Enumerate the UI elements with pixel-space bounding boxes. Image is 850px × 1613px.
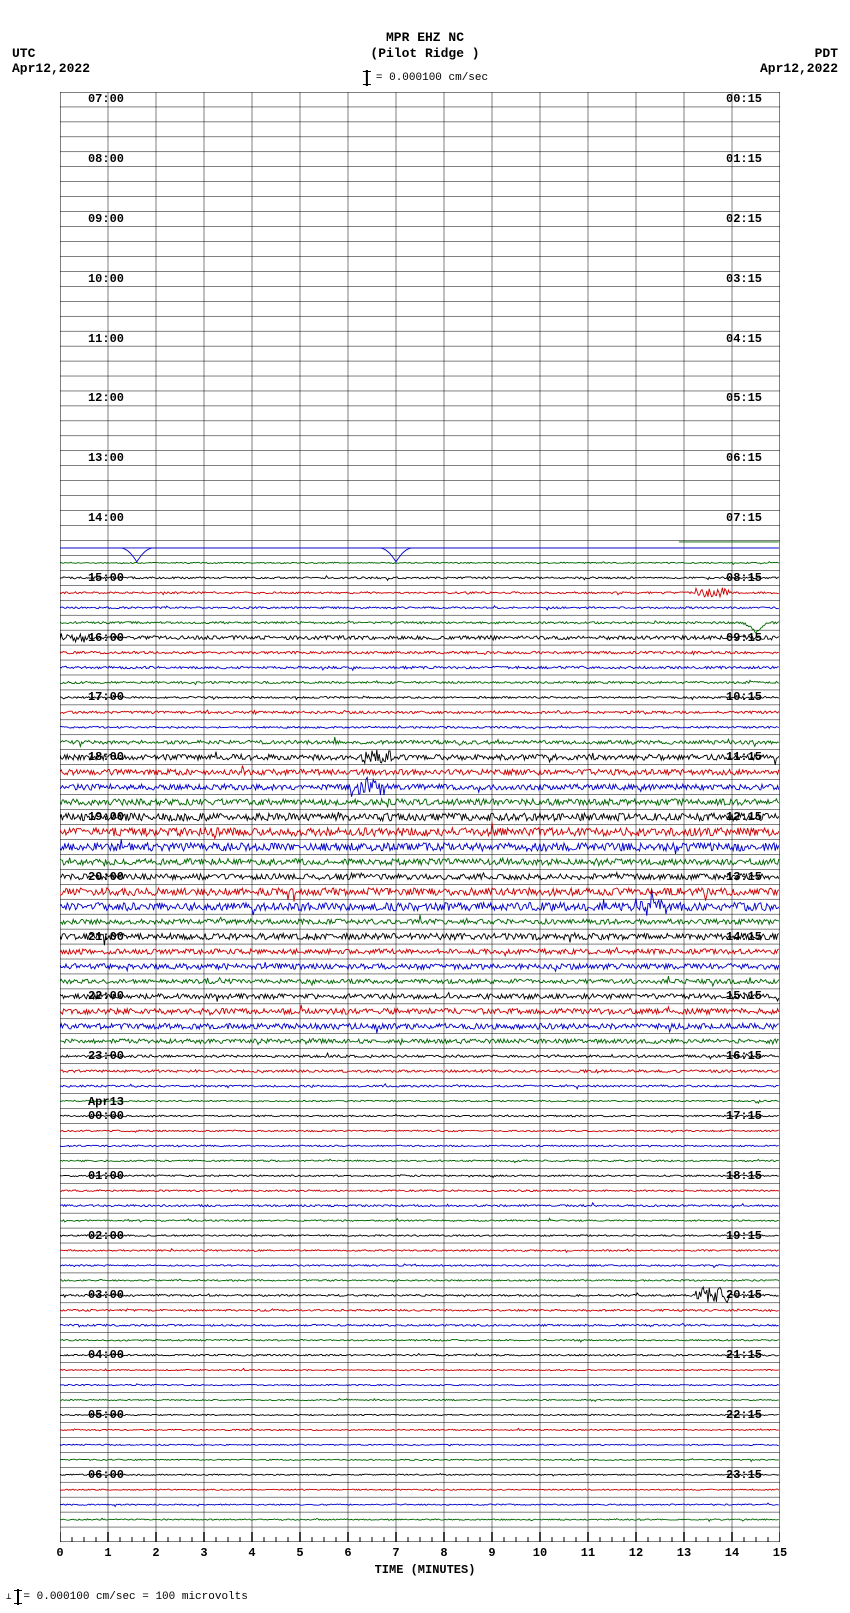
x-tick-label: 13 [677,1546,691,1560]
utc-hour-label: 00:00 [88,1109,124,1123]
pdt-hour-label: 15:15 [726,989,762,1003]
x-tick-label: 12 [629,1546,643,1560]
seismogram-chart: MPR EHZ NC (Pilot Ridge ) = 0.000100 cm/… [0,0,850,1613]
x-tick-label: 7 [392,1546,399,1560]
x-tick-label: 4 [248,1546,255,1560]
scale-indicator: = 0.000100 cm/sec [362,70,488,86]
utc-hour-label: 11:00 [88,332,124,346]
pdt-hour-label: 21:15 [726,1348,762,1362]
utc-hour-label: 06:00 [88,1468,124,1482]
pdt-hour-label: 00:15 [726,92,762,106]
utc-hour-label: 12:00 [88,391,124,405]
utc-date-label: Apr13 [88,1095,124,1109]
x-axis-title: TIME (MINUTES) [375,1563,476,1577]
pdt-hour-label: 19:15 [726,1229,762,1243]
utc-hour-label: 13:00 [88,451,124,465]
pdt-hour-label: 06:15 [726,451,762,465]
utc-hour-label: 19:00 [88,810,124,824]
pdt-hour-label: 16:15 [726,1049,762,1063]
pdt-hour-label: 05:15 [726,391,762,405]
pdt-hour-label: 08:15 [726,571,762,585]
timezone-left: UTC Apr12,2022 [12,46,90,76]
pdt-hour-label: 03:15 [726,272,762,286]
x-tick-label: 5 [296,1546,303,1560]
x-tick-label: 8 [440,1546,447,1560]
utc-hour-label: 21:00 [88,930,124,944]
tz-right-date: Apr12,2022 [760,61,838,76]
scale-bar-icon [366,70,368,86]
x-tick-label: 1 [104,1546,111,1560]
x-tick-label: 11 [581,1546,595,1560]
pdt-hour-label: 02:15 [726,212,762,226]
x-tick-label: 14 [725,1546,739,1560]
tz-right-zone: PDT [760,46,838,61]
scale-text: = 0.000100 cm/sec [376,72,488,84]
pdt-hour-label: 18:15 [726,1169,762,1183]
utc-hour-label: 05:00 [88,1408,124,1422]
utc-hour-label: 09:00 [88,212,124,226]
pdt-hour-label: 20:15 [726,1288,762,1302]
utc-hour-label: 14:00 [88,511,124,525]
footer-tick-left: ⊥ [6,1592,11,1602]
pdt-hour-label: 23:15 [726,1468,762,1482]
pdt-hour-label: 17:15 [726,1109,762,1123]
pdt-hour-label: 04:15 [726,332,762,346]
utc-hour-label: 02:00 [88,1229,124,1243]
pdt-hour-label: 11:15 [726,750,762,764]
pdt-hour-label: 07:15 [726,511,762,525]
utc-hour-label: 18:00 [88,750,124,764]
utc-hour-label: 04:00 [88,1348,124,1362]
station-code: MPR EHZ NC [370,30,479,46]
utc-hour-label: 07:00 [88,92,124,106]
utc-hour-label: 22:00 [88,989,124,1003]
tz-left-date: Apr12,2022 [12,61,90,76]
utc-hour-label: 20:00 [88,870,124,884]
station-location: (Pilot Ridge ) [370,46,479,62]
footer-scale: ⊥ = 0.000100 cm/sec = 100 microvolts [6,1589,248,1605]
utc-hour-label: 17:00 [88,690,124,704]
utc-hour-label: 03:00 [88,1288,124,1302]
pdt-hour-label: 10:15 [726,690,762,704]
x-tick-label: 10 [533,1546,547,1560]
pdt-hour-label: 12:15 [726,810,762,824]
x-tick-label: 15 [773,1546,787,1560]
utc-hour-label: 10:00 [88,272,124,286]
utc-hour-label: 16:00 [88,631,124,645]
x-tick-label: 2 [152,1546,159,1560]
footer-scale-bar-icon [17,1589,19,1605]
x-tick-label: 9 [488,1546,495,1560]
chart-title: MPR EHZ NC (Pilot Ridge ) [370,30,479,61]
pdt-hour-label: 22:15 [726,1408,762,1422]
utc-hour-label: 01:00 [88,1169,124,1183]
pdt-hour-label: 13:15 [726,870,762,884]
tz-left-zone: UTC [12,46,90,61]
pdt-hour-label: 09:15 [726,631,762,645]
footer-text: = 0.000100 cm/sec = 100 microvolts [23,1591,247,1603]
utc-hour-label: 08:00 [88,152,124,166]
x-tick-label: 0 [56,1546,63,1560]
seismogram-plot [60,92,780,1542]
x-tick-label: 6 [344,1546,351,1560]
x-tick-label: 3 [200,1546,207,1560]
utc-hour-label: 23:00 [88,1049,124,1063]
timezone-right: PDT Apr12,2022 [760,46,838,76]
pdt-hour-label: 14:15 [726,930,762,944]
pdt-hour-label: 01:15 [726,152,762,166]
utc-hour-label: 15:00 [88,571,124,585]
